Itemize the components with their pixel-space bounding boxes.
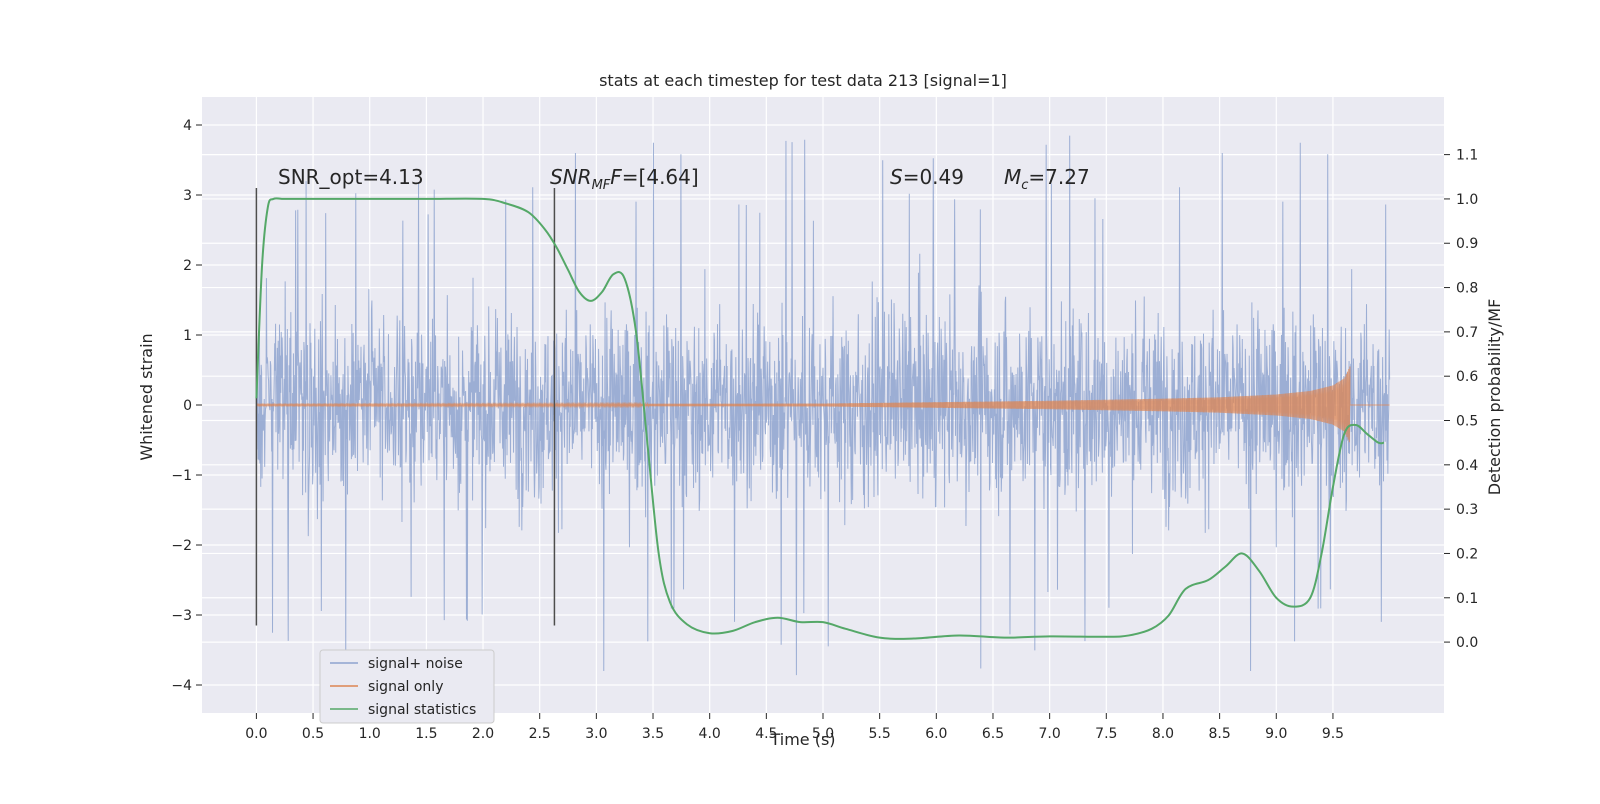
x-tick-label: 4.5 [755, 726, 777, 742]
y2-axis-label: Detection probability/MF [1485, 299, 1504, 496]
x-tick-label: 6.5 [982, 726, 1004, 742]
annotation-mc: Mc=7.27 [1004, 165, 1090, 193]
x-tick-label: 9.5 [1322, 726, 1344, 742]
legend-label-signal-noise: signal+ noise [368, 656, 463, 672]
x-tick-label: 4.0 [699, 726, 721, 742]
legend-label-signal-statistics: signal statistics [368, 702, 476, 718]
y-tick-label: 3 [183, 188, 192, 204]
x-tick-label: 6.0 [925, 726, 947, 742]
annotation-snr-opt: SNR_opt=4.13 [278, 165, 424, 189]
y-tick-label: −4 [171, 678, 192, 694]
y-tick-label: 0 [183, 398, 192, 414]
annotation-snr-mf-f: F [610, 165, 622, 189]
x-tick-label: 3.0 [585, 726, 607, 742]
x-axis-label: Time (s) [769, 730, 835, 749]
axes: 0.0 0.5 1.0 1.5 2.0 2.5 3.0 3.5 4.0 4.5 5.0 5.5 6.0 6… [171, 118, 1478, 742]
signal-only-line [255, 366, 1390, 443]
y2-tick-label: 0.7 [1456, 325, 1478, 341]
y2-tick-label: 0.6 [1456, 369, 1478, 385]
y-tick-label: 4 [183, 118, 192, 134]
x-tick-label: 7.0 [1039, 726, 1061, 742]
y2-tick-label: 0.1 [1456, 591, 1478, 607]
x-tick-label: 1.0 [359, 726, 381, 742]
signal-only-series [255, 366, 1390, 443]
x-tick-label: 3.5 [642, 726, 664, 742]
x-tick-label: 8.0 [1152, 726, 1174, 742]
annotation-s: S=0.49 [890, 165, 964, 189]
y2-tick-label: 0.5 [1456, 414, 1478, 430]
x-tick-label: 7.5 [1095, 726, 1117, 742]
y-tick-label: 2 [183, 258, 192, 274]
y-tick-label: −2 [171, 538, 192, 554]
x-tick-label: 1.5 [415, 726, 437, 742]
x-tick-label: 2.5 [529, 726, 551, 742]
y-tick-label: −3 [171, 608, 192, 624]
y2-tick-label: 0.9 [1456, 236, 1478, 252]
y2-tick-label: 0.0 [1456, 635, 1478, 651]
y2-tick-label: 1.0 [1456, 192, 1478, 208]
legend: signal+ noise signal only signal statist… [319, 649, 495, 724]
y2-tick-label: 0.8 [1456, 281, 1478, 297]
y2-tick-label: 0.3 [1456, 502, 1478, 518]
x-tick-label: 9.0 [1265, 726, 1287, 742]
legend-label-signal-only: signal only [368, 679, 443, 695]
annotation-s-value: =0.49 [903, 165, 964, 189]
y-axis-label: Whitened strain [137, 333, 156, 460]
y-tick-label: 1 [183, 328, 192, 344]
y2-tick-label: 0.2 [1456, 546, 1478, 562]
annotation-mc-main: M [1004, 165, 1021, 189]
annotation-snr-mf-main: SNR [550, 165, 592, 189]
annotation-mc-value: =7.27 [1028, 165, 1089, 189]
x-tick-label: 0.5 [302, 726, 324, 742]
y2-tick-label: 0.4 [1456, 458, 1478, 474]
x-tick-label: 5.0 [812, 726, 834, 742]
signal-noise-line [255, 135, 1391, 676]
x-tick-label: 0.0 [245, 726, 267, 742]
signal-statistics-series [255, 197, 1385, 640]
x-tick-label: 5.5 [869, 726, 891, 742]
x-tick-label: 8.5 [1208, 726, 1230, 742]
signal-statistics-line [255, 197, 1385, 640]
marker-lines [255, 188, 556, 626]
annotation-s-main: S [890, 165, 903, 189]
annotation-snr-mf-value: =[4.64] [622, 165, 699, 189]
annotation-mc-sub: c [1021, 178, 1028, 193]
signal-noise-series [255, 135, 1391, 676]
legend-box [319, 649, 495, 724]
y2-tick-label: 1.1 [1456, 148, 1478, 164]
y-tick-label: −1 [171, 468, 192, 484]
annotation-snr-mf: SNRMFF=[4.64] [550, 165, 699, 193]
annotation-snr-mf-sub: MF [592, 178, 611, 193]
x-tick-label: 2.0 [472, 726, 494, 742]
chart-title: stats at each timestep for test data 213… [599, 71, 1007, 90]
